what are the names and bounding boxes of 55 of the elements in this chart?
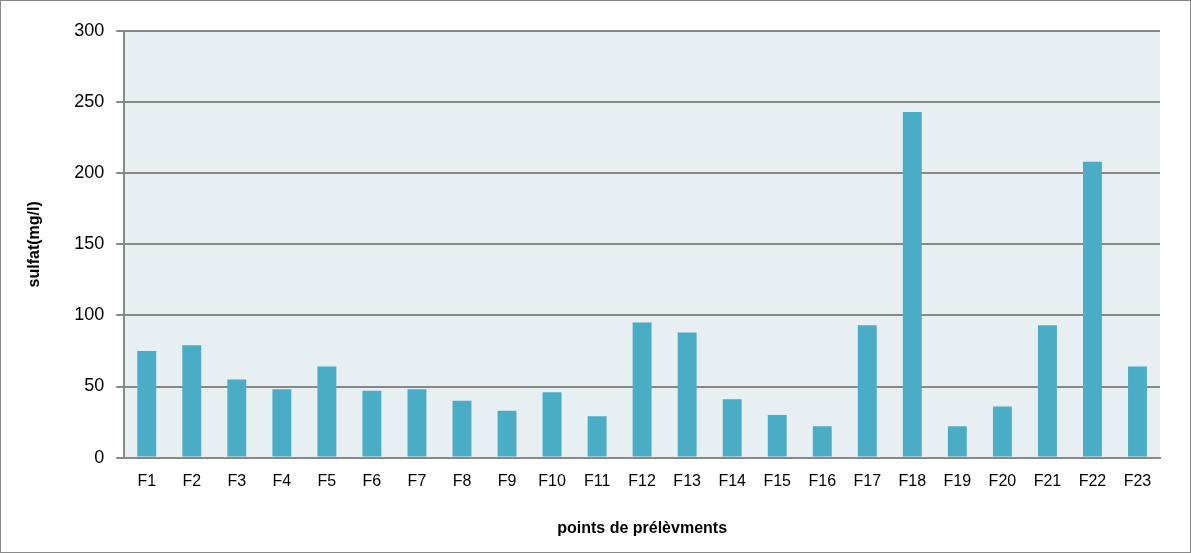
x-tick-label: F17 <box>853 471 882 489</box>
x-tick-label: F11 <box>583 471 611 489</box>
x-axis-title: points de prélèvments <box>557 518 728 536</box>
bar <box>722 399 742 457</box>
x-tick-label: F19 <box>943 471 972 489</box>
x-tick-label: F20 <box>988 471 1017 489</box>
bar <box>992 406 1012 457</box>
y-tick-label: 300 <box>74 19 105 40</box>
bar <box>272 389 292 457</box>
bar <box>947 426 967 457</box>
bar <box>407 389 427 457</box>
x-tick-label: F8 <box>452 471 472 489</box>
x-tick-label: F7 <box>407 471 427 489</box>
bar <box>1082 161 1102 457</box>
x-tick-label: F23 <box>1123 471 1152 489</box>
bar <box>1128 366 1147 457</box>
y-tick-label: 100 <box>74 304 105 325</box>
x-tick-label: F4 <box>272 471 292 489</box>
x-tick-label: F9 <box>497 471 517 489</box>
x-tick-label: F16 <box>808 471 837 489</box>
x-tick-label: F21 <box>1033 471 1062 489</box>
x-tick-label: F14 <box>718 471 747 489</box>
x-tick-label: F18 <box>898 471 927 489</box>
x-tick-label: F22 <box>1078 471 1107 489</box>
bar <box>902 112 922 457</box>
bar <box>587 416 607 457</box>
bar <box>857 325 877 457</box>
x-tick-label: F2 <box>182 471 202 489</box>
bar <box>137 350 157 457</box>
y-tick-label: 0 <box>94 446 105 467</box>
x-tick-label: F6 <box>362 471 382 489</box>
bar <box>227 379 247 457</box>
bar <box>677 332 697 457</box>
x-tick-label: F15 <box>763 471 792 489</box>
x-tick-label: F10 <box>538 471 566 489</box>
bar <box>452 400 472 457</box>
bar <box>812 426 832 457</box>
x-tick-label: F5 <box>317 471 337 489</box>
x-tick-label: F1 <box>137 471 157 489</box>
y-tick-label: 250 <box>74 91 105 112</box>
bar <box>542 392 562 457</box>
y-axis-title: sulfat(mg/l) <box>25 201 43 288</box>
bar <box>632 322 652 457</box>
y-tick-label: 150 <box>74 233 105 254</box>
bar <box>1037 325 1057 457</box>
bar <box>497 410 517 457</box>
bar <box>182 345 202 457</box>
y-tick-label: 50 <box>84 375 105 396</box>
bar <box>767 414 787 457</box>
y-tick-label: 200 <box>74 162 105 183</box>
bar <box>317 366 337 457</box>
bar <box>362 390 382 457</box>
x-tick-label: F13 <box>673 471 702 489</box>
x-tick-label: F12 <box>628 471 656 489</box>
x-tick-label: F3 <box>227 471 247 489</box>
